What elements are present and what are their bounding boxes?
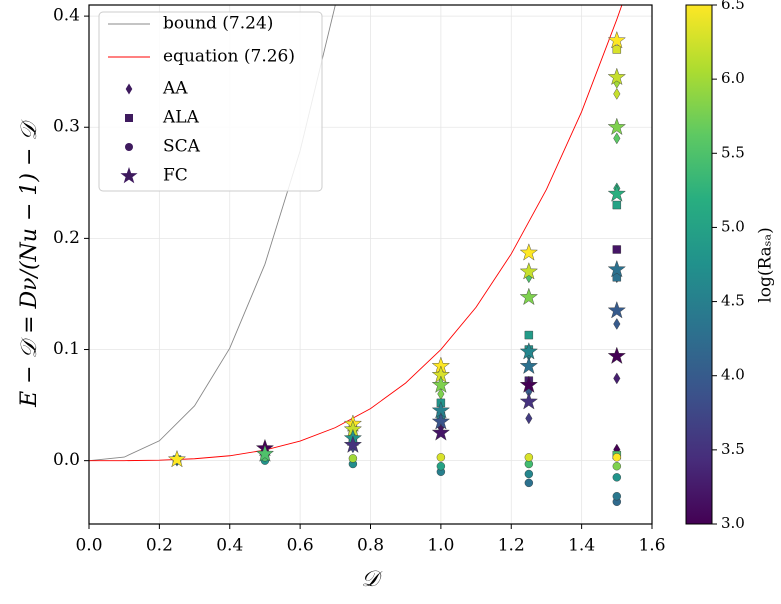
- data-point: [348, 454, 358, 463]
- y-tick-label: 0.1: [53, 339, 80, 359]
- data-point: [431, 375, 451, 393]
- x-tick-label: 0.0: [75, 536, 102, 556]
- data-point: [613, 318, 621, 330]
- data-point: [607, 346, 626, 364]
- legend-label: AA: [162, 79, 188, 99]
- points: [167, 30, 626, 506]
- data-point: [612, 245, 622, 254]
- data-point: [613, 88, 621, 100]
- x-tick-label: 1.0: [427, 536, 454, 556]
- y-tick-label: 0.4: [53, 6, 80, 26]
- legend-label: FC: [163, 166, 188, 186]
- x-tick-label: 0.2: [146, 536, 173, 556]
- colorbar: log(Raₛₐ) 3.0 3.5 4.0 4.5 5.0 5.5 6.0 6.5: [685, 0, 776, 532]
- data-point: [519, 243, 538, 261]
- y-tick-label: 0.3: [53, 117, 80, 137]
- data-point: [524, 478, 534, 488]
- colorbar-tick-label: 5.0: [721, 217, 745, 235]
- x-tick-label: 0.8: [357, 536, 384, 556]
- data-point: [525, 412, 533, 425]
- data-point: [613, 372, 621, 385]
- data-point: [612, 453, 622, 462]
- data-point: [524, 453, 534, 462]
- data-point: [612, 462, 622, 471]
- data-point: [612, 45, 622, 54]
- data-point: [519, 392, 538, 410]
- data-point: [607, 301, 626, 319]
- colorbar-label: log(Raₛₐ): [756, 227, 776, 302]
- y-tick-label: 0.2: [53, 228, 80, 248]
- data-point: [519, 375, 538, 393]
- colorbar-gradient: [685, 4, 713, 525]
- legend-box: [98, 11, 323, 192]
- data-point: [612, 200, 622, 210]
- y-tick-label: 0.0: [53, 450, 80, 470]
- data-point: [607, 117, 626, 136]
- colorbar-tick-label: 6.0: [721, 69, 745, 87]
- legend-marker: [125, 143, 133, 151]
- legend-marker: [120, 167, 138, 184]
- colorbar-tick-label: 4.5: [721, 292, 745, 310]
- data-point: [524, 330, 534, 340]
- colorbar-tick-label: 5.5: [721, 143, 745, 161]
- data-point: [607, 67, 626, 86]
- colorbar-tick-label: 6.5: [721, 0, 745, 13]
- data-point: [612, 492, 622, 501]
- data-point: [613, 132, 621, 145]
- grid: [88, 5, 653, 524]
- data-point: [612, 473, 622, 482]
- axes: 0.0 0.2 0.4 0.6 0.8 1.0 1.2 1.4 1.6 0.0 0.1 0.2 0.3 0…: [53, 6, 666, 556]
- legend-label: SCA: [163, 137, 201, 157]
- data-point: [519, 342, 538, 360]
- legend-label: bound (7.24): [163, 14, 273, 34]
- legend-marker: [125, 114, 133, 122]
- data-point: [436, 462, 446, 471]
- data-point: [607, 259, 626, 278]
- data-point: [519, 262, 538, 280]
- data-point: [519, 287, 538, 306]
- colorbar-tick-label: 3.5: [721, 440, 745, 458]
- x-tick-label: 1.6: [638, 536, 665, 556]
- curve: [89, 5, 623, 462]
- data-point: [431, 423, 451, 441]
- legend-label: equation (7.26): [163, 47, 295, 67]
- data-point: [519, 356, 538, 374]
- x-tick-label: 0.4: [216, 536, 243, 556]
- x-tick-label: 1.4: [568, 536, 595, 556]
- colorbar-tick-label: 3.0: [721, 514, 745, 532]
- data-point: [167, 449, 187, 468]
- data-point: [343, 435, 363, 453]
- legend: bound (7.24) equation (7.26) AA ALA SCA FC: [98, 11, 323, 192]
- x-tick-label: 1.2: [498, 536, 525, 556]
- data-point: [607, 184, 626, 202]
- y-axis-label: E − 𝒟 = Dν/(Nu − 1) − 𝒟: [17, 119, 42, 408]
- data-point: [436, 453, 446, 462]
- x-tick-label: 0.6: [287, 536, 314, 556]
- legend-marker: [125, 83, 133, 95]
- colorbar-tick-label: 4.0: [721, 366, 745, 384]
- data-point: [607, 30, 626, 49]
- legend-label: ALA: [162, 108, 200, 128]
- data-point: [524, 469, 534, 479]
- data-point: [524, 459, 534, 469]
- x-axis-label: 𝒟: [361, 567, 383, 592]
- data-point: [255, 444, 275, 462]
